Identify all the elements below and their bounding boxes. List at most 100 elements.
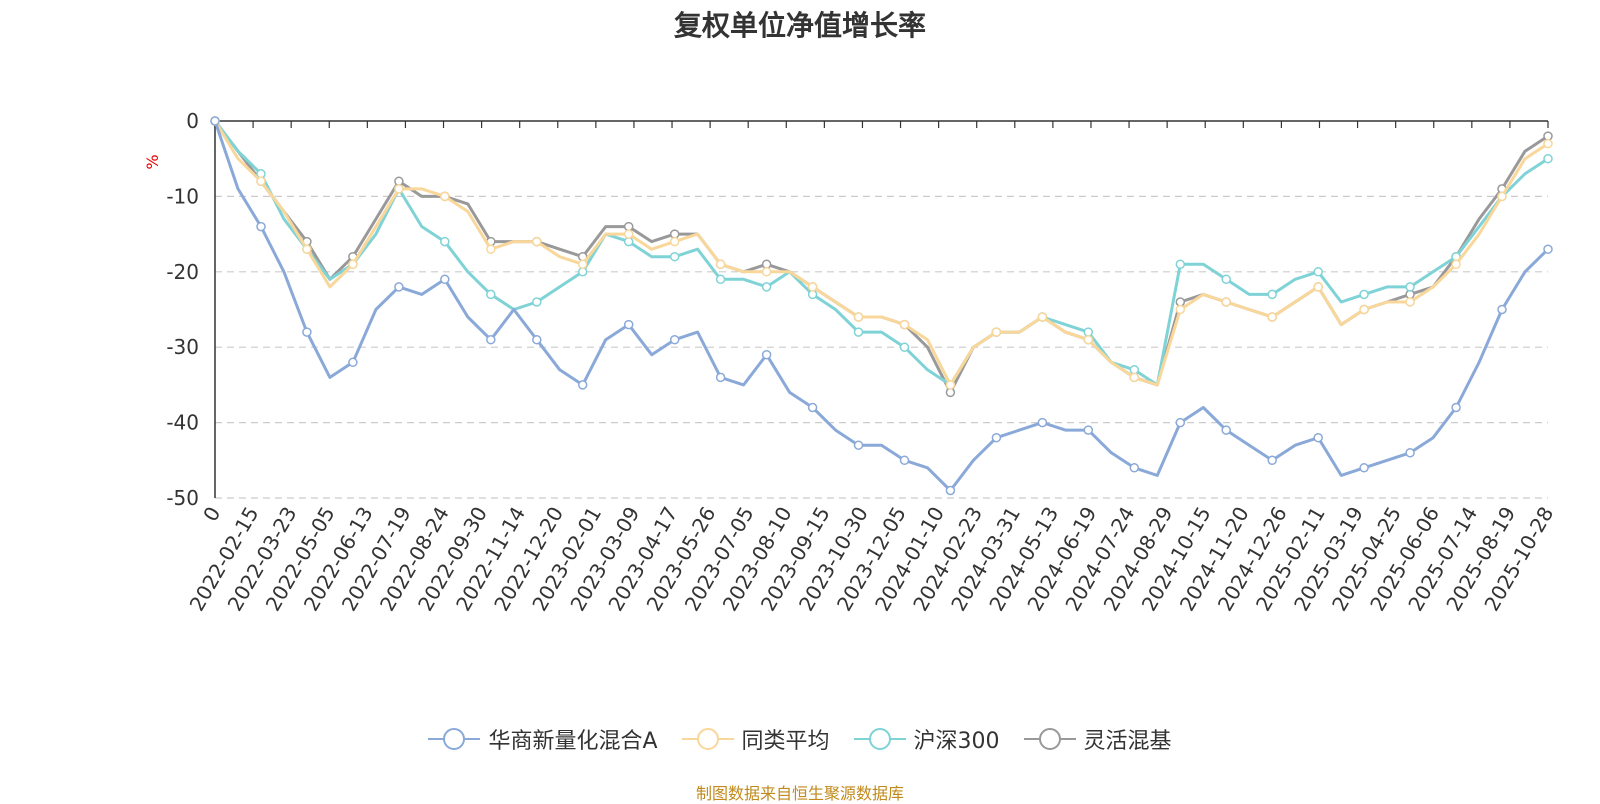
series-2-point [1359,304,1369,315]
series-2-point [302,244,312,254]
series-1-point [945,485,956,496]
series-1-point [899,455,910,466]
chart-legend: 华商新量化混合A 同类平均 沪深300 灵活混基 [0,723,1600,755]
series-2-point [1267,312,1277,322]
line-chart: 0-10-20-30-40-50%02022-02-152022-03-2320… [143,109,1558,615]
legend-label-series-4: 灵活混基 [1083,729,1172,754]
legend-label-series-2: 同类平均 [741,729,830,754]
series-3-point [1175,259,1186,270]
series-1-point [807,402,818,413]
series-3-point [1313,267,1323,277]
series-1-point [302,327,312,337]
series-line-2 [213,120,1549,387]
series-2-point [348,259,358,270]
legend-swatch-series-2 [681,728,734,750]
legend-swatch-series-4 [1023,728,1076,750]
series-2-point [1405,297,1415,307]
legend-item-series-4[interactable]: 灵活混基 [1023,723,1172,755]
series-1-point [991,432,1002,443]
legend-swatch-marker [696,728,719,750]
series-2-point [761,267,772,277]
series-1-point [715,372,726,383]
series-1-point [256,221,266,232]
series-2-point [256,176,266,187]
series-3-point [1267,289,1277,300]
series-1-point [1359,463,1369,473]
series-3-point [440,236,450,247]
series-2-point [899,319,910,330]
series-2-point [577,259,588,270]
series-line-4 [213,120,1549,394]
series-1-point [1083,425,1094,435]
series-2-point [715,259,726,270]
x-tick-label: 0 [198,503,225,526]
legend-item-series-3[interactable]: 沪深300 [853,723,1000,755]
series-3-point [853,327,864,337]
series-1-point [577,380,588,390]
series-2-point [394,184,404,194]
y-tick-label: -40 [166,411,199,435]
series-1-point [532,334,542,345]
data-source-note: 制图数据来自恒生聚源数据库 [695,784,904,803]
legend-swatch-series-1 [428,728,481,750]
y-tick-label: -50 [166,486,199,510]
series-3-point [669,251,680,262]
series-2-point [669,236,680,247]
series-1-point [486,334,496,345]
y-tick-label: -10 [166,184,199,208]
series-2-point [440,191,450,202]
legend-item-series-2[interactable]: 同类平均 [681,723,830,755]
series-2-point [1313,282,1323,292]
series-1-point [210,116,220,126]
y-tick-label: 0 [186,109,199,133]
series-3-point [1543,153,1553,164]
series-2-point [1129,372,1140,383]
series-1-point [1405,448,1415,458]
series-2-point [1221,297,1231,307]
series-2-point [486,244,496,254]
series-2-point [807,282,818,292]
series-4-point [394,176,404,187]
series-2-point [853,312,864,322]
series-3-point [1129,365,1140,375]
series-1-point [348,357,358,368]
series-2-point [1037,312,1048,322]
series-2-point [1451,259,1461,270]
y-tick-label: -20 [166,260,199,284]
series-1-point [1313,432,1323,443]
series-3-point [1359,289,1369,300]
series-2-point [623,229,634,239]
series-2-point [1083,334,1094,345]
series-1-point [761,349,772,360]
series-3-point [761,282,772,292]
legend-item-series-1[interactable]: 华商新量化混合A [428,723,658,755]
series-3-point [486,289,496,300]
series-3-point [532,297,542,307]
series-1-point [1221,425,1231,435]
series-3-point [1083,327,1094,337]
series-1-point [1543,244,1553,254]
y-tick-label: -30 [166,335,199,359]
series-1-point [1129,463,1140,473]
chart-title: 复权单位净值增长率 [673,9,926,42]
series-1-point [1451,402,1461,413]
series-3-point [899,342,910,352]
series-1-point [1497,304,1507,315]
series-1-point [853,440,864,450]
series-1-point [1267,455,1277,466]
legend-label-series-3: 沪深300 [913,729,1000,754]
y-axis-label: % [143,154,162,169]
series-1-point [669,334,680,345]
series-2-point [532,236,542,247]
series-1-point [1037,417,1048,428]
series-1-point [623,319,634,330]
legend-swatch-marker [443,728,466,750]
series-1-point [394,282,404,292]
legend-swatch-series-3 [853,728,906,750]
series-1-point [440,274,450,285]
legend-swatch-marker [1038,728,1061,750]
series-1-point [1175,417,1186,428]
series-2-point [945,380,956,390]
series-2-point [1175,304,1186,315]
series-line-1 [213,120,1550,492]
